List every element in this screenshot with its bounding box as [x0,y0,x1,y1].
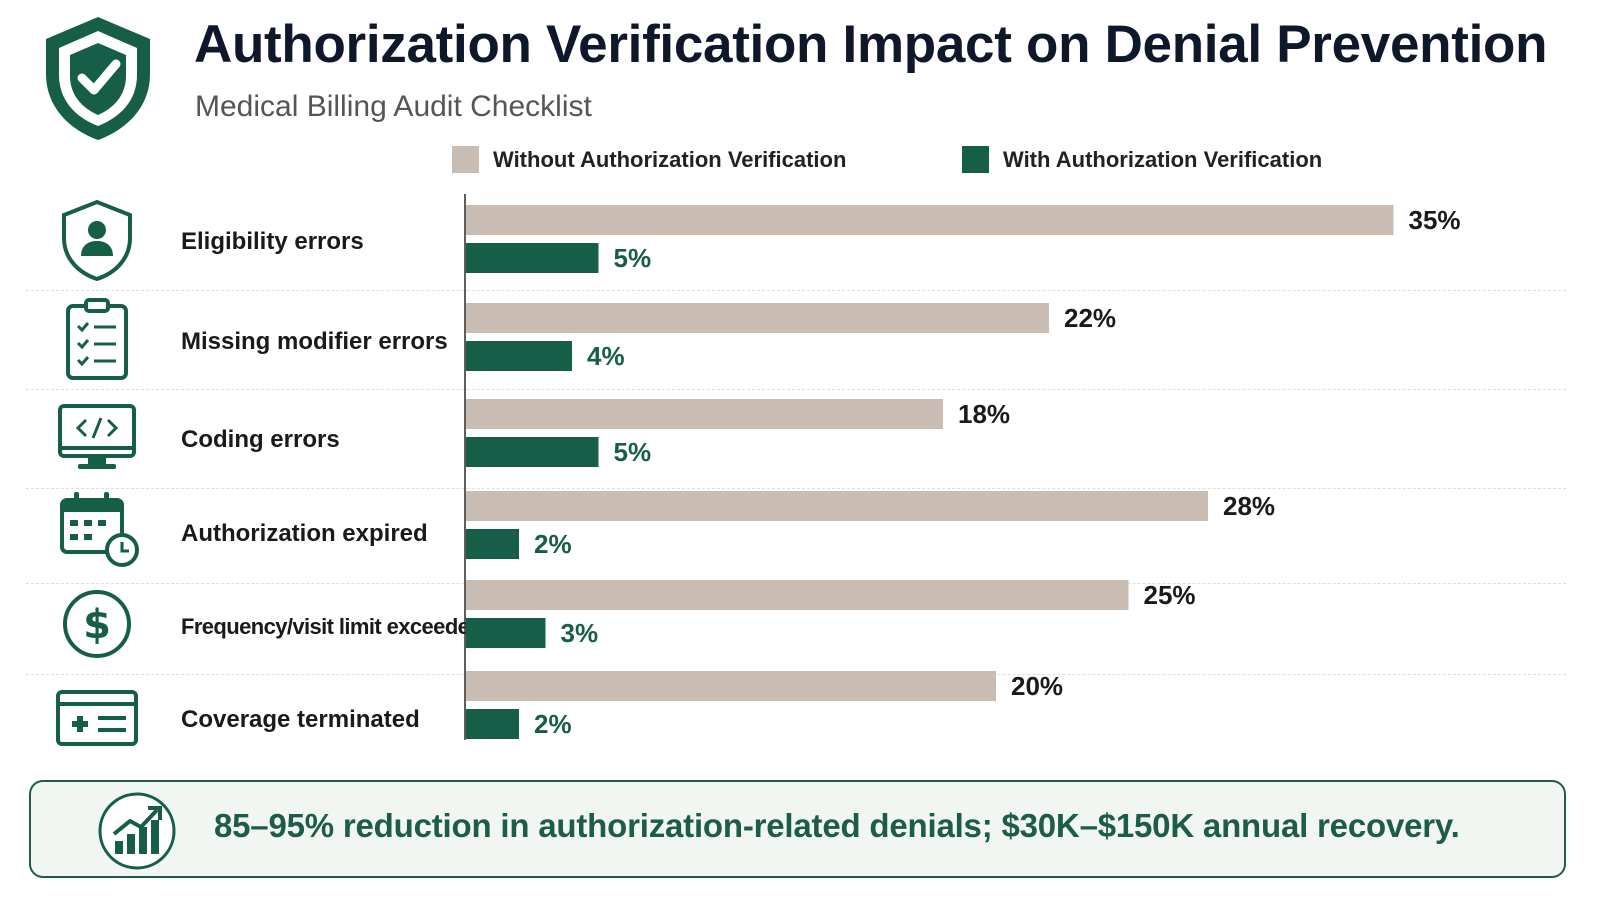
bar-with-verification [466,437,599,467]
value-label-with: 3% [561,618,599,648]
value-label-without: 18% [958,399,1010,429]
value-label-with: 2% [534,529,572,559]
summary-text: 85–95% reduction in authorization-relate… [214,807,1460,844]
shield-check-icon [46,17,150,140]
value-label-without: 25% [1144,580,1196,610]
row-divider [26,488,1566,489]
page-title: Authorization Verification Impact on Den… [194,15,1548,74]
legend-label-with: With Authorization Verification [1003,146,1323,172]
category-label: Coverage terminated [181,706,420,733]
bar-with-verification [466,243,599,273]
insurance-card-icon [56,690,138,746]
category-label: Coding errors [181,426,340,453]
summary-callout: 85–95% reduction in authorization-relate… [29,780,1566,878]
bar-without-verification [466,205,1394,235]
svg-text:$: $ [83,602,111,648]
value-label-with: 5% [614,437,652,467]
value-label-without: 22% [1064,303,1116,333]
row-divider [26,583,1566,584]
bar-without-verification [466,303,1049,333]
value-label-without: 35% [1409,205,1461,235]
category-label: Missing modifier errors [181,328,448,355]
value-label-with: 2% [534,709,572,739]
category-label: Frequency/visit limit exceeded [181,614,483,639]
legend-swatch-with [962,146,989,173]
bar-with-verification [466,529,519,559]
value-label-without: 20% [1011,671,1063,701]
dollar-circle-icon: $ [63,590,131,658]
page-subtitle: Medical Billing Audit Checklist [195,90,592,123]
user-shield-icon [62,199,132,282]
bar-with-verification [466,341,572,371]
bar-without-verification [466,491,1208,521]
value-label-with: 5% [614,243,652,273]
bar-without-verification [466,580,1129,610]
row-divider [26,290,1566,291]
bar-without-verification [466,671,996,701]
row-divider [26,389,1566,390]
category-label: Authorization expired [181,520,428,547]
row-divider [26,674,1566,675]
bar-without-verification [466,399,943,429]
bar-with-verification [466,709,519,739]
calendar-clock-icon [60,492,139,567]
value-label-with: 4% [587,341,625,371]
legend-item-without: Without Authorization Verification [452,146,846,173]
code-monitor-icon [58,404,136,469]
growth-chart-icon [98,792,176,870]
legend-swatch-without [452,146,479,173]
value-label-without: 28% [1223,491,1275,521]
clipboard-checklist-icon [66,298,128,380]
legend-label-without: Without Authorization Verification [493,146,847,172]
category-label: Eligibility errors [181,228,364,255]
legend-item-with: With Authorization Verification [962,146,1322,173]
